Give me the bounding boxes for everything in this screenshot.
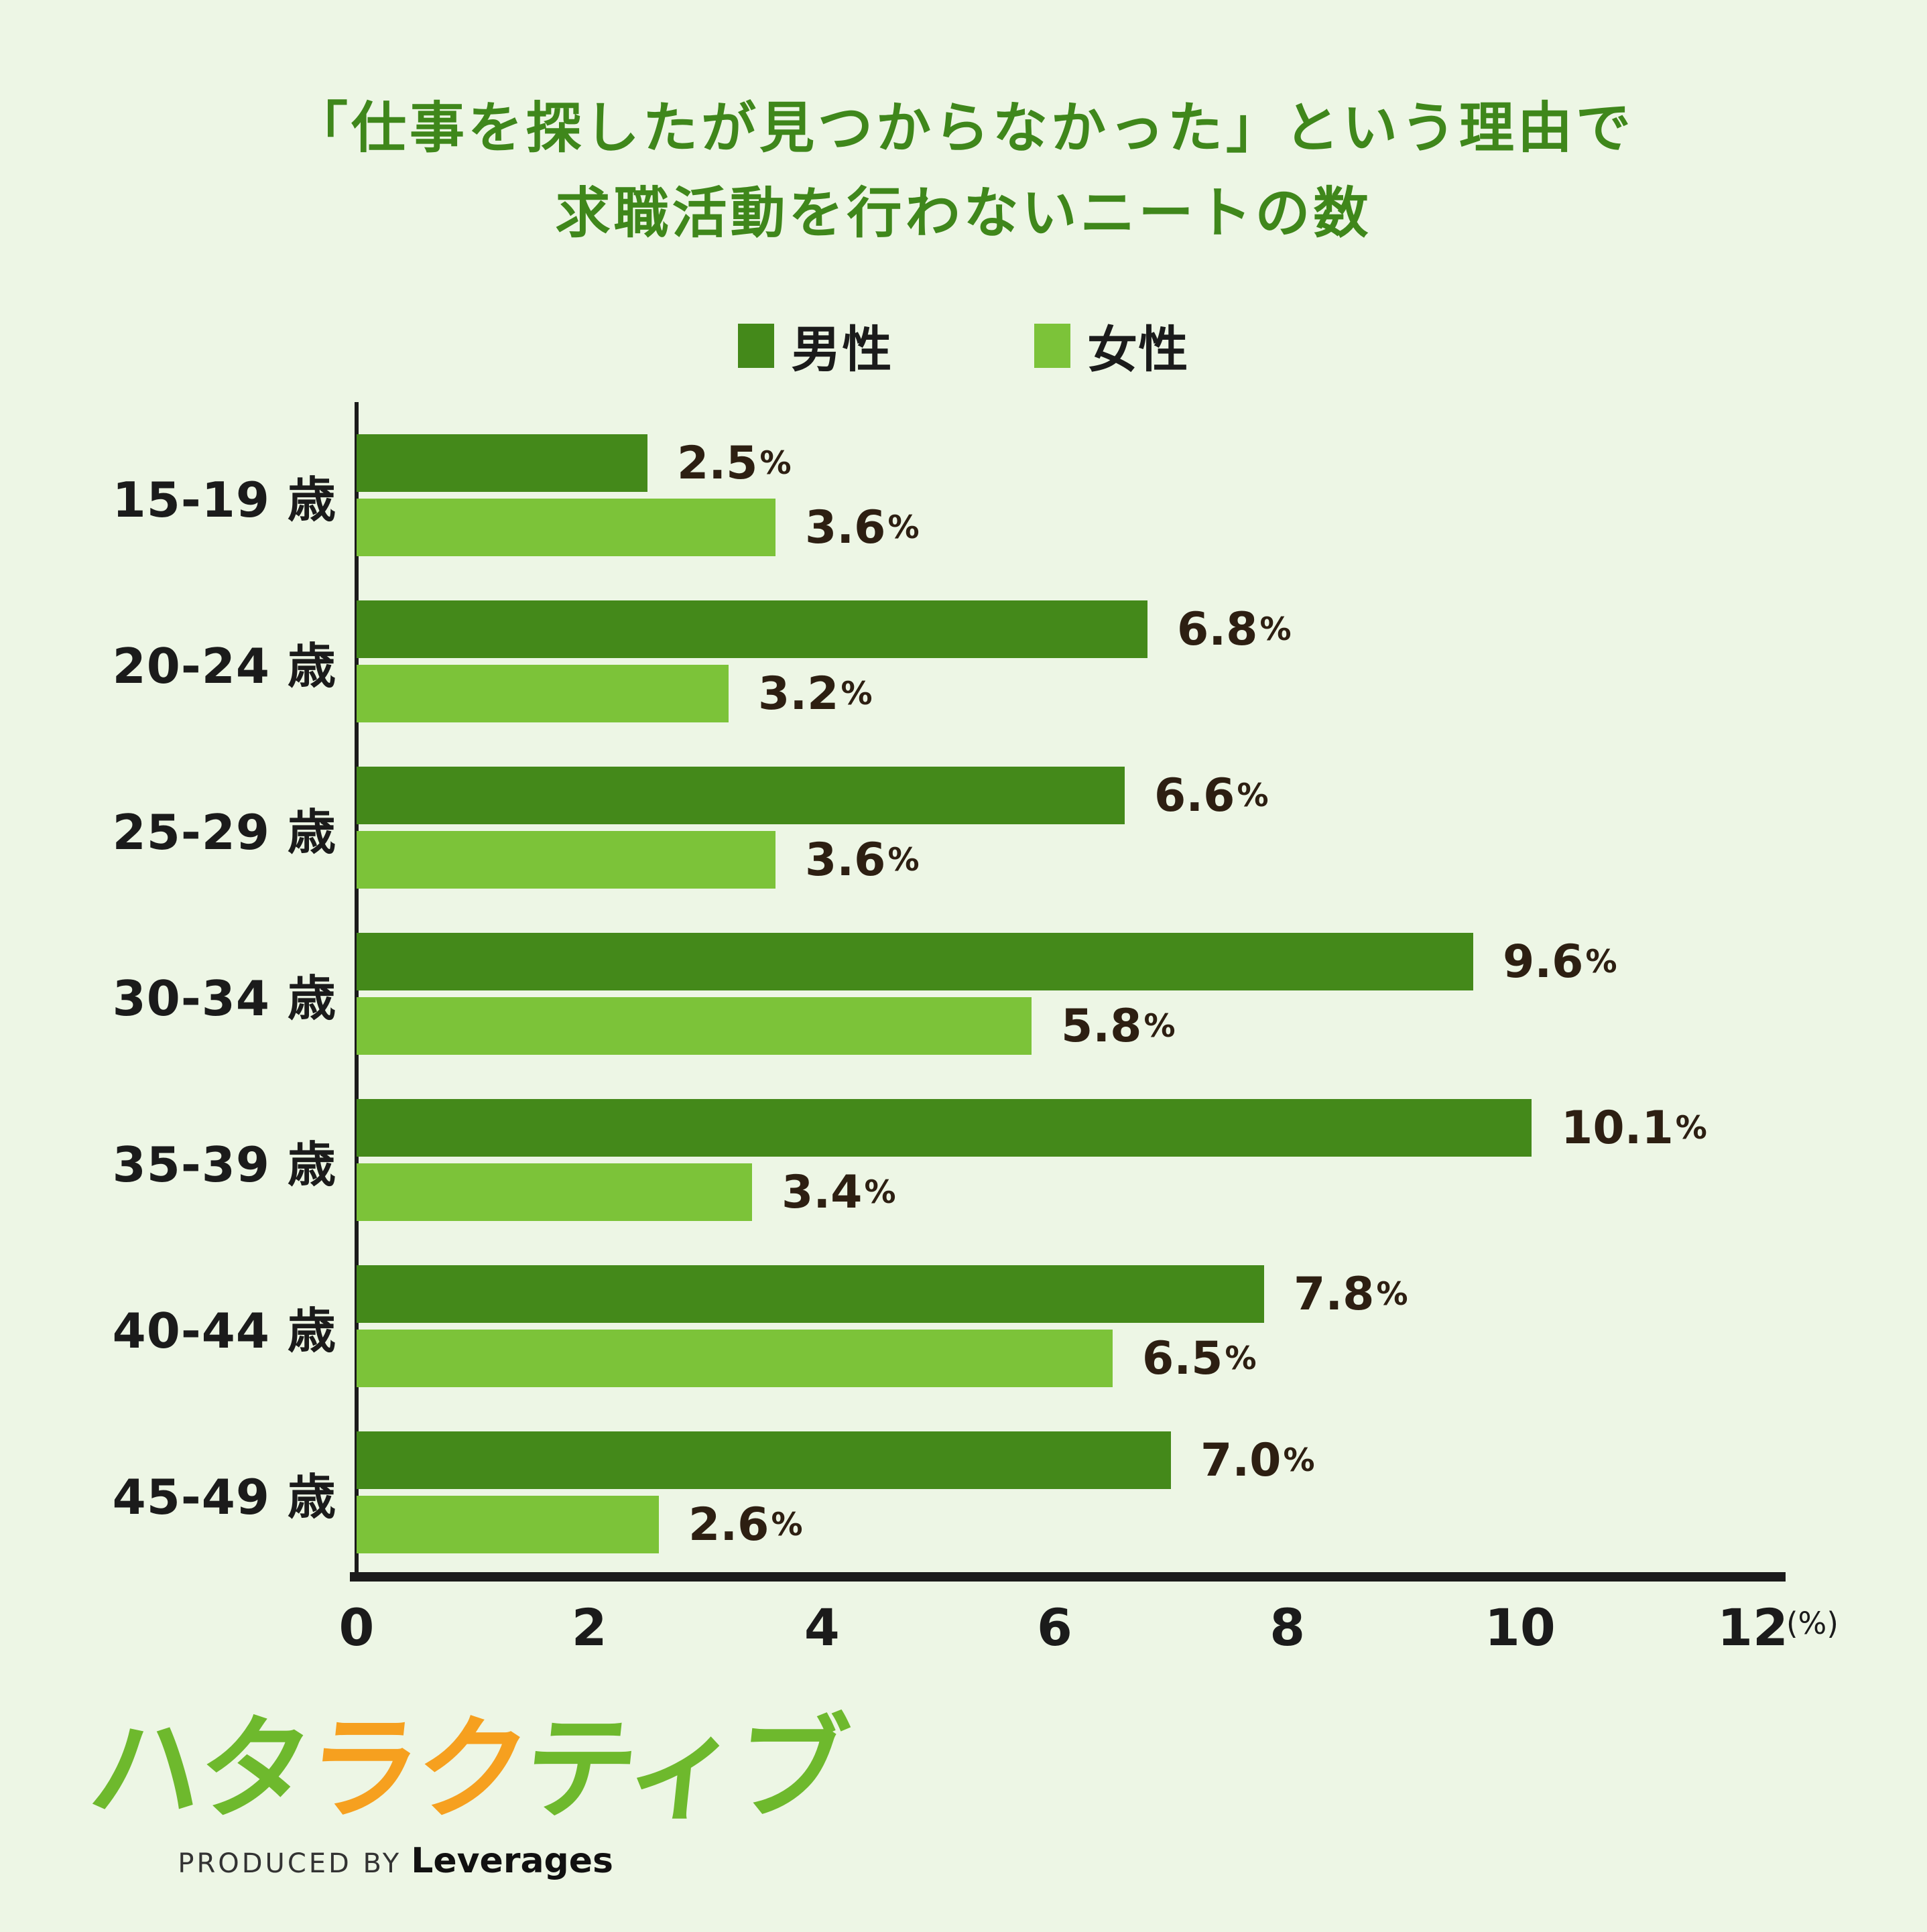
category-label: 40-44 歳	[112, 1302, 336, 1359]
legend: 男性 女性	[0, 310, 1927, 381]
female-bar-30-34歳	[357, 997, 1032, 1055]
female-legend-swatch	[1034, 323, 1070, 368]
male-bar-30-34歳	[357, 933, 1473, 990]
female-bar-35-39歳	[357, 1163, 752, 1221]
legend-item-female: 女性	[1034, 310, 1190, 381]
x-tick-label-6: 6	[1037, 1598, 1072, 1657]
male-legend-label: 男性	[791, 321, 893, 379]
value-label: 7.8%	[1294, 1267, 1408, 1321]
category-label: 45-49 歳	[112, 1468, 336, 1525]
value-label: 3.4%	[782, 1165, 896, 1219]
value-label: 6.8%	[1177, 602, 1292, 656]
legend-item-male: 男性	[737, 310, 893, 381]
male-bar-25-29歳	[357, 767, 1125, 824]
female-legend-label: 女性	[1087, 321, 1190, 379]
x-tick-label-0: 0	[338, 1598, 375, 1657]
brand-logo-wordmark: ハタラクティブ	[83, 1703, 851, 1835]
x-axis-unit-label: (%)	[1786, 1606, 1839, 1641]
value-label: 2.6%	[688, 1498, 803, 1551]
value-label: 2.5%	[677, 436, 792, 490]
female-bar-15-19歳	[357, 499, 775, 556]
value-label: 3.2%	[758, 667, 873, 720]
female-bar-20-24歳	[357, 665, 729, 722]
value-label: 6.5%	[1142, 1332, 1257, 1385]
brand-logo-part3: ティブ	[517, 1703, 851, 1835]
female-bar-25-29歳	[357, 831, 775, 889]
value-label: 7.0%	[1200, 1433, 1315, 1487]
x-tick-label-12: 12	[1717, 1598, 1788, 1657]
brand-logo-part2: ラク	[300, 1703, 532, 1835]
company-name-text: Leverages	[411, 1840, 613, 1881]
x-tick-label-8: 8	[1269, 1598, 1306, 1657]
x-tick-label-2: 2	[571, 1598, 607, 1657]
category-label: 35-39 歳	[112, 1136, 336, 1193]
category-label: 20-24 歳	[112, 637, 336, 694]
chart-title-line1: 「仕事を探したが見つからなかった」という理由で	[292, 96, 1634, 160]
brand-logo-byline: PRODUCED BY Leverages	[84, 1841, 613, 1881]
x-tick-label-10: 10	[1484, 1598, 1556, 1657]
brand-logo-part1: ハタ	[83, 1703, 315, 1835]
value-label: 5.8%	[1061, 999, 1176, 1053]
y-axis-line	[355, 402, 359, 1580]
male-bar-45-49歳	[357, 1431, 1171, 1489]
male-bar-35-39歳	[357, 1099, 1532, 1157]
male-bar-20-24歳	[357, 600, 1147, 658]
chart-title-line2: 求職活動を行わないニートの数	[555, 182, 1372, 246]
brand-logo: ハタラクティブ PRODUCED BY Leverages	[83, 1703, 851, 1881]
value-label: 3.6%	[805, 833, 920, 887]
value-label: 9.6%	[1503, 935, 1617, 988]
value-label: 10.1%	[1561, 1101, 1707, 1155]
category-label: 15-19 歳	[112, 471, 336, 528]
category-label: 30-34 歳	[112, 970, 336, 1027]
value-label: 3.6%	[805, 501, 920, 554]
male-bar-15-19歳	[357, 434, 647, 492]
produced-by-text: PRODUCED BY	[178, 1848, 402, 1879]
chart-title: 「仕事を探したが見つからなかった」という理由で 求職活動を行わないニートの数	[0, 86, 1927, 256]
female-bar-40-44歳	[357, 1330, 1113, 1387]
x-tick-label-4: 4	[804, 1598, 840, 1657]
value-label: 6.6%	[1154, 769, 1269, 822]
female-bar-45-49歳	[357, 1496, 659, 1553]
male-bar-40-44歳	[357, 1265, 1264, 1323]
male-legend-swatch	[737, 323, 774, 368]
x-axis-line	[350, 1572, 1786, 1582]
category-label: 25-29 歳	[112, 803, 336, 860]
